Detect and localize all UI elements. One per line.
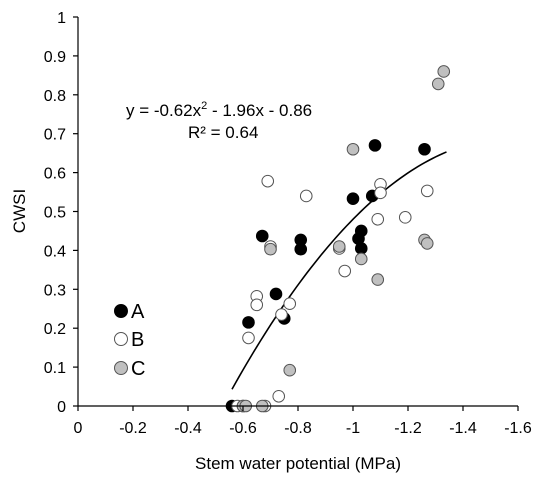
x-tick-label: -1.2 xyxy=(394,420,422,437)
data-point-series-b xyxy=(420,184,434,198)
data-point-series-c xyxy=(431,77,445,91)
fit-equation-exponent: 2 xyxy=(201,100,207,112)
legend-label-a: A xyxy=(131,301,145,323)
legend: ABC xyxy=(114,301,145,380)
x-axis-label: Stem water potential (MPa) xyxy=(195,454,401,473)
data-point-series-b xyxy=(283,297,297,310)
fit-equation-prefix: y = -0.62x xyxy=(126,101,202,120)
data-point-series-b xyxy=(275,308,288,321)
data-point-series-a xyxy=(269,287,283,301)
y-axis-label: CWSI xyxy=(10,189,29,233)
data-point-series-b xyxy=(261,174,275,188)
data-point-series-c xyxy=(332,240,346,253)
y-tick-label: 0.5 xyxy=(44,205,66,222)
data-point-series-a xyxy=(242,316,255,329)
data-point-series-b xyxy=(242,331,255,345)
legend-marker-b xyxy=(114,332,128,346)
fit-curve-layer xyxy=(231,151,447,390)
y-tick-label: 0.8 xyxy=(44,88,66,105)
data-point-series-c xyxy=(420,237,434,250)
data-point-series-a xyxy=(368,139,382,152)
data-point-series-b xyxy=(398,211,412,224)
x-tick-label: -1 xyxy=(346,420,360,437)
y-tick-label: 0.2 xyxy=(44,321,66,338)
data-point-series-b xyxy=(250,298,264,312)
y-tick-label: 0.9 xyxy=(44,49,66,66)
y-tick-label: 0 xyxy=(57,399,66,416)
legend-marker-c xyxy=(114,361,128,375)
r-squared-label: R² = 0.64 xyxy=(188,123,258,142)
x-tick-label: 0 xyxy=(74,420,83,437)
data-point-series-b xyxy=(374,186,387,200)
y-tick-label: 0.7 xyxy=(44,127,66,144)
data-point-series-a xyxy=(294,242,308,256)
y-tick-label: 0.6 xyxy=(44,166,66,183)
x-tick-label: -0.6 xyxy=(229,420,257,437)
data-point-series-a xyxy=(354,224,368,238)
fit-equation: y = -0.62x2 - 1.96x - 0.86 xyxy=(126,100,312,120)
data-point-series-a xyxy=(346,192,360,205)
data-point-series-b xyxy=(338,264,352,278)
y-tick-label: 0.4 xyxy=(44,243,66,260)
data-point-series-c xyxy=(371,273,385,286)
plot-background xyxy=(78,17,518,406)
y-tick-label: 1 xyxy=(57,10,66,27)
data-point-series-a xyxy=(255,229,269,243)
y-tick-label: 0.1 xyxy=(44,360,66,377)
fit-equation-suffix: - 1.96x - 0.86 xyxy=(207,101,312,120)
data-point-series-c xyxy=(437,65,451,78)
data-point-series-a xyxy=(418,142,431,156)
x-tick-label: -1.4 xyxy=(449,420,477,437)
fit-curve xyxy=(231,151,447,390)
legend-marker-a xyxy=(114,304,128,318)
y-tick-label: 0.3 xyxy=(44,282,66,299)
x-tick-label: -0.2 xyxy=(119,420,147,437)
legend-label-b: B xyxy=(131,329,144,351)
data-point-series-b xyxy=(371,212,385,226)
data-point-series-a xyxy=(354,242,368,255)
data-point-series-c xyxy=(354,252,368,266)
axis-ticks-layer: 0 -0.2 -0.4 -0.6 -0.8 -1 -1.2 -1.4 -1.6 0 0.1 0.2 0.… xyxy=(44,10,532,437)
x-tick-label: -0.8 xyxy=(284,420,312,437)
x-tick-label: -1.6 xyxy=(504,420,532,437)
data-point-series-c xyxy=(264,242,277,256)
legend-label-c: C xyxy=(131,358,145,380)
data-point-series-c xyxy=(283,363,297,377)
data-point-series-c xyxy=(346,142,360,156)
data-point-series-b xyxy=(272,389,286,403)
x-tick-label: -0.4 xyxy=(174,420,202,437)
data-point-series-b xyxy=(299,189,313,203)
